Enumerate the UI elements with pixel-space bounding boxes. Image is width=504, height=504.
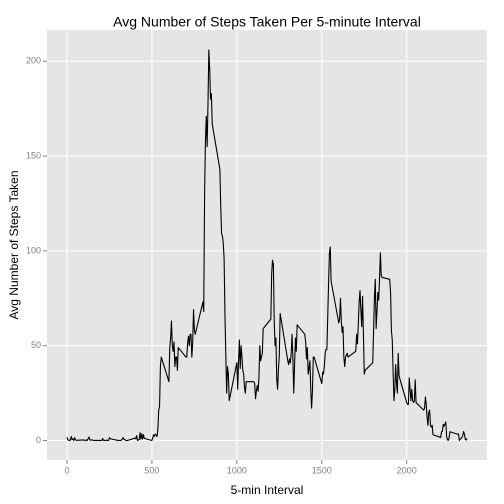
y-tick-label: 0 — [36, 435, 41, 445]
x-tick-label: 1000 — [227, 465, 247, 475]
x-tick-label: 500 — [144, 465, 159, 475]
plot-panel — [47, 30, 487, 460]
y-tick-label: 50 — [31, 340, 41, 350]
y-tick-label: 100 — [26, 245, 41, 255]
y-axis-label: Avg Number of Steps Taken — [7, 171, 21, 320]
chart-title: Avg Number of Steps Taken Per 5-minute I… — [113, 14, 421, 30]
y-tick-label: 200 — [26, 56, 41, 66]
x-axis-label: 5-min Interval — [231, 483, 304, 497]
x-tick-label: 0 — [64, 465, 69, 475]
y-tick-label: 150 — [26, 150, 41, 160]
data-line — [66, 49, 468, 442]
x-tick-label: 1500 — [312, 465, 332, 475]
x-tick-label: 2000 — [397, 465, 417, 475]
